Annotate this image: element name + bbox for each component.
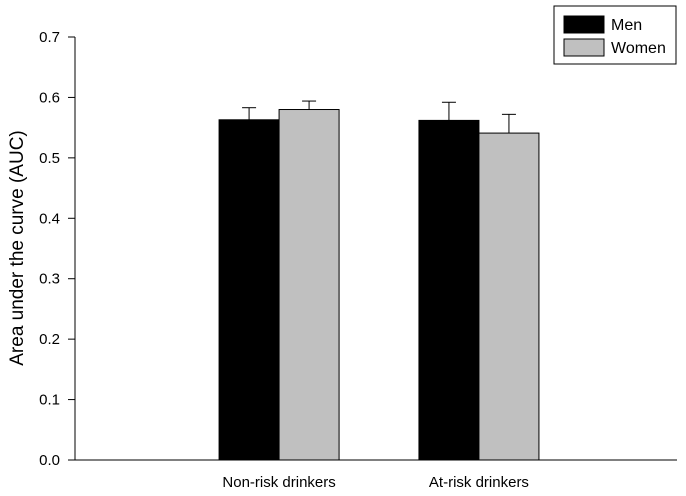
legend-swatch-men: [563, 15, 605, 34]
legend-label-men: Men: [611, 17, 642, 34]
y-tick-label: 0.0: [39, 452, 60, 469]
y-tick-label: 0.4: [39, 210, 60, 227]
plot-area: 0.0 0.1 0.2 0.3 0.4 0.5 0.6 0.7 Non-risk drinker…: [39, 29, 677, 491]
legend-swatch-women: [563, 38, 605, 57]
x-tick-label: At-risk drinkers: [429, 474, 529, 491]
y-tick-label: 0.3: [39, 271, 60, 288]
y-tick-label: 0.1: [39, 392, 60, 409]
y-tick-label: 0.7: [39, 29, 60, 46]
bar-women-non-risk: [278, 109, 340, 461]
bar-women-at-risk: [478, 132, 540, 461]
y-tick-label: 0.2: [39, 331, 60, 348]
y-tick-label: 0.6: [39, 89, 60, 106]
bar-men-at-risk: [418, 119, 480, 461]
legend-label-women: Women: [611, 40, 666, 57]
y-axis-label: Area under the curve (AUC): [7, 130, 28, 366]
y-tick-label: 0.5: [39, 150, 60, 167]
bar-men-non-risk: [218, 119, 280, 461]
legend: Men Women: [553, 5, 677, 65]
x-tick-label: Non-risk drinkers: [222, 474, 335, 491]
